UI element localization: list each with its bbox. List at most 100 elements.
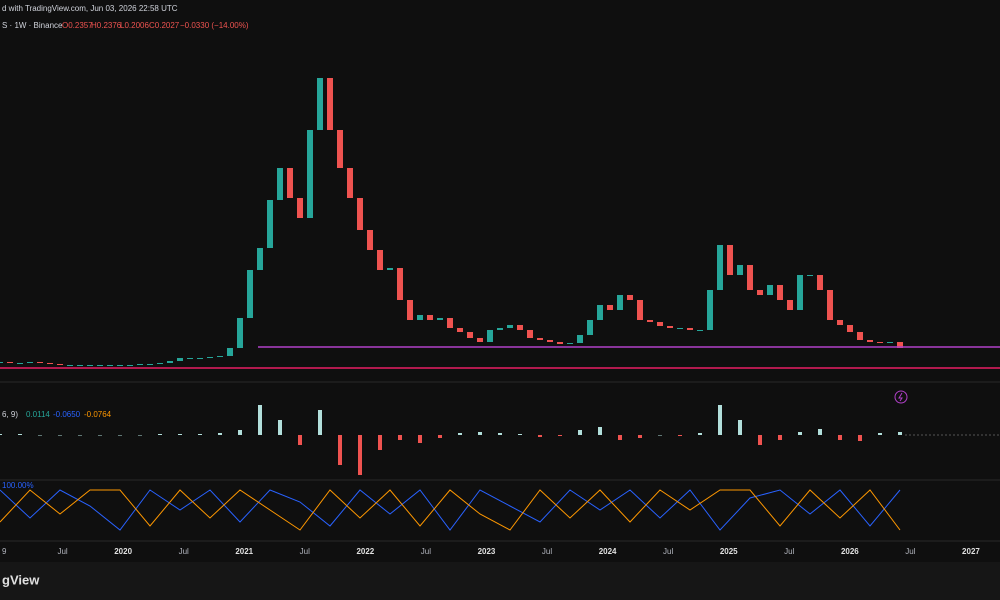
- macd-bar: [178, 434, 182, 435]
- macd-bar: [558, 435, 562, 436]
- macd-bar: [238, 430, 242, 435]
- macd-bar: [98, 435, 102, 436]
- candle: [857, 332, 863, 340]
- aroon-line: [0, 489, 901, 531]
- open-text: O0.2357: [62, 21, 93, 30]
- aroon-label: 100.00%: [2, 481, 34, 490]
- macd-bar: [218, 433, 222, 435]
- candle: [147, 364, 153, 365]
- candle: [607, 305, 613, 310]
- alert-icon[interactable]: [894, 390, 908, 404]
- x-tick-label: 2024: [599, 547, 617, 556]
- candle: [177, 358, 183, 361]
- candle: [667, 326, 673, 328]
- macd-bar: [378, 435, 382, 450]
- candle: [377, 250, 383, 270]
- candle: [157, 363, 163, 364]
- candle: [307, 130, 313, 218]
- macd-bar: [118, 435, 122, 436]
- x-tick-label: 2020: [114, 547, 132, 556]
- candle: [167, 361, 173, 363]
- candle: [797, 275, 803, 310]
- candle: [697, 330, 703, 331]
- macd-bar: [778, 435, 782, 440]
- macd-bar: [658, 435, 662, 436]
- macd-bar: [578, 430, 582, 435]
- candle: [87, 365, 93, 366]
- macd-bar: [438, 435, 442, 438]
- candle: [57, 364, 63, 365]
- x-tick-label: Jul: [784, 547, 794, 556]
- symbol-text: S · 1W · Binance: [2, 21, 63, 30]
- candle: [817, 275, 823, 290]
- candle: [317, 78, 323, 130]
- candle: [327, 78, 333, 130]
- macd-bar: [898, 432, 902, 435]
- macd-bar: [618, 435, 622, 440]
- macd-bar: [518, 434, 522, 435]
- x-tick-label: Jul: [905, 547, 915, 556]
- macd-bar: [258, 405, 262, 435]
- candle: [67, 365, 73, 366]
- candle: [297, 198, 303, 218]
- macd-bar: [878, 433, 882, 435]
- candle: [747, 265, 753, 290]
- candle: [497, 328, 503, 330]
- candle: [7, 362, 13, 363]
- candle: [417, 315, 423, 320]
- candle: [507, 325, 513, 328]
- macd-bar: [58, 435, 62, 436]
- candle: [707, 290, 713, 330]
- signal-value: -0.0764: [84, 410, 112, 419]
- candle: [197, 358, 203, 359]
- candle: [447, 318, 453, 328]
- candle: [117, 365, 123, 366]
- candle: [737, 265, 743, 275]
- candle: [367, 230, 373, 250]
- candle: [787, 300, 793, 310]
- x-tick-label: Jul: [179, 547, 189, 556]
- candle: [77, 365, 83, 366]
- x-tick-label: Jul: [663, 547, 673, 556]
- candle: [547, 340, 553, 342]
- candle: [867, 340, 873, 342]
- candle: [597, 305, 603, 320]
- candle: [777, 285, 783, 300]
- macd-bar: [278, 420, 282, 435]
- candle: [247, 270, 253, 318]
- macd-bar: [758, 435, 762, 445]
- candle: [437, 318, 443, 320]
- candle: [0, 362, 3, 363]
- x-tick-label: Jul: [57, 547, 67, 556]
- macd-bar: [638, 435, 642, 438]
- candle: [137, 364, 143, 365]
- candle: [657, 322, 663, 326]
- x-tick-label: 2021: [235, 547, 253, 556]
- macd-bar: [478, 432, 482, 435]
- macd-bar: [838, 435, 842, 440]
- candle: [397, 268, 403, 300]
- macd-bar: [318, 410, 322, 435]
- candle: [37, 362, 43, 363]
- candle: [97, 365, 103, 366]
- candle: [487, 330, 493, 342]
- candle: [767, 285, 773, 295]
- candle: [877, 342, 883, 343]
- candle: [17, 363, 23, 364]
- candle: [827, 290, 833, 320]
- macd-params: 6, 9): [2, 410, 18, 419]
- x-tick-label: 2023: [478, 547, 496, 556]
- candle: [687, 328, 693, 330]
- candle: [537, 338, 543, 340]
- candle: [347, 168, 353, 198]
- candle: [847, 325, 853, 332]
- macd-bar: [298, 435, 302, 445]
- macd-bar: [458, 433, 462, 435]
- change-text: −0.0330 (−14.00%): [180, 21, 249, 30]
- candle: [267, 200, 273, 248]
- candle: [577, 335, 583, 343]
- candle: [427, 315, 433, 320]
- candle: [517, 325, 523, 330]
- x-tick-label: 9: [2, 547, 7, 556]
